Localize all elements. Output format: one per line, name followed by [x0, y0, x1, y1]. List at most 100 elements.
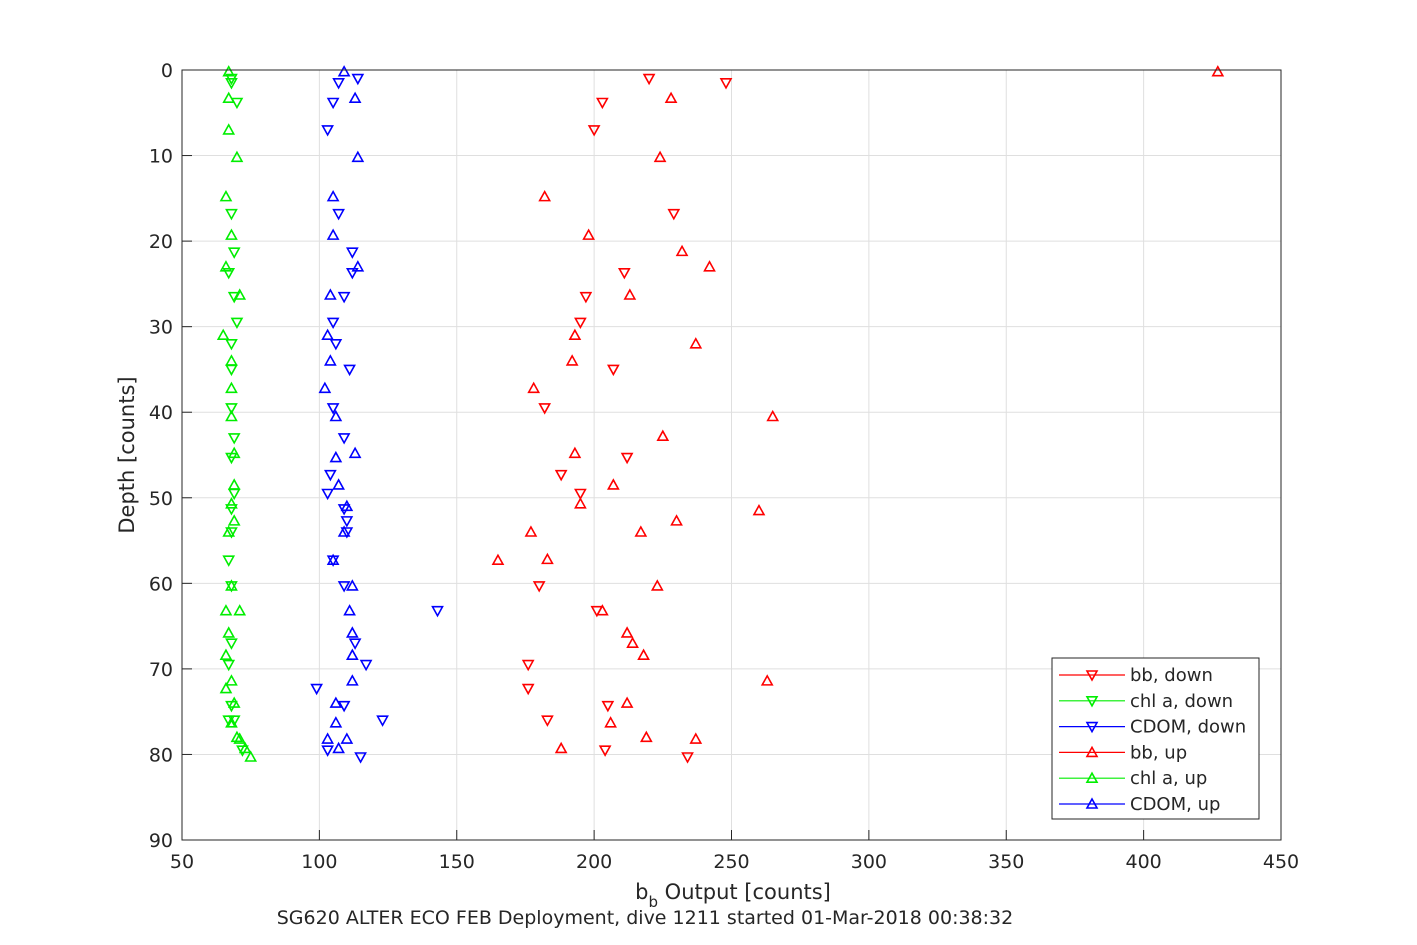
y-tick-label: 10: [149, 146, 173, 168]
data-point: [620, 626, 634, 638]
x-axis-label-main: b: [635, 880, 648, 904]
y-tick-label: 20: [149, 231, 173, 253]
data-point: [354, 752, 367, 764]
data-point: [337, 581, 351, 593]
x-tick-label: 350: [988, 851, 1024, 873]
y-tick-label: 80: [149, 744, 173, 766]
legend-label: CDOM, down: [1130, 717, 1246, 738]
y-tick-label: 90: [149, 830, 173, 852]
data-point: [326, 553, 340, 566]
data-point: [596, 97, 609, 110]
legend-marker: [1085, 721, 1099, 734]
axis-ticks: 50 100 150 200 250 300 350 400 450 0 10 20 30 40 50 60 7…: [149, 60, 1299, 873]
data-point: [321, 328, 334, 341]
data-point: [227, 478, 241, 490]
data-point: [329, 716, 343, 728]
x-tick-label: 250: [713, 851, 749, 873]
data-point: [324, 354, 337, 366]
data-point: [650, 579, 664, 591]
data-point: [219, 604, 233, 616]
data-point: [310, 683, 323, 696]
data-point: [620, 452, 634, 465]
data-point: [337, 291, 351, 304]
data-point: [321, 745, 334, 757]
data-point: [225, 579, 238, 591]
data-point: [230, 150, 244, 163]
data-point: [227, 446, 241, 459]
data-point: [351, 73, 365, 86]
data-point: [719, 78, 733, 90]
data-point: [348, 638, 362, 650]
x-tick-label: 150: [439, 851, 475, 873]
data-point: [321, 732, 334, 744]
data-point: [318, 381, 332, 394]
data-point: [554, 469, 568, 482]
data-point: [1211, 65, 1225, 77]
data-point: [703, 260, 716, 272]
data-point: [225, 381, 238, 394]
data-point: [568, 446, 582, 459]
legend: bb, down chl a, down CDOM, down bb, up chl a…: [1051, 657, 1260, 820]
data-point: [329, 409, 343, 422]
x-tick-label: 50: [170, 851, 194, 873]
data-point: [667, 208, 681, 221]
data-point: [332, 741, 345, 754]
data-point: [653, 150, 667, 163]
data-point: [606, 478, 620, 490]
x-axis-label-rest: Output [counts]: [658, 880, 831, 904]
y-tick-label: 60: [149, 573, 173, 595]
data-point: [222, 525, 236, 537]
data-point: [233, 288, 247, 300]
data-point: [574, 497, 587, 509]
x-tick-label: 400: [1125, 851, 1161, 873]
data-point: [596, 604, 609, 616]
data-point: [244, 750, 258, 762]
y-tick-label: 30: [149, 317, 173, 339]
data-point: [351, 150, 365, 163]
data-point: [626, 636, 639, 649]
data-point: [538, 403, 552, 415]
data-point: [345, 648, 359, 660]
data-point: [225, 497, 238, 509]
data-point: [219, 189, 233, 202]
data-point: [524, 525, 538, 537]
data-point: [321, 125, 334, 137]
data-point: [345, 267, 359, 280]
data-point: [642, 73, 656, 86]
data-point: [664, 91, 678, 104]
legend-marker: [1085, 696, 1099, 708]
data-points: [216, 65, 1225, 764]
legend-marker: [1085, 771, 1099, 783]
data-point: [233, 732, 247, 744]
data-point: [329, 450, 343, 463]
data-point: [617, 267, 631, 280]
data-point: [222, 65, 236, 77]
data-point: [225, 354, 238, 366]
y-axis-label: Depth [counts]: [115, 376, 139, 533]
data-point: [222, 555, 236, 567]
data-point: [532, 581, 546, 593]
data-point: [236, 745, 249, 757]
data-point: [574, 488, 587, 501]
data-point: [326, 189, 340, 202]
data-point: [491, 553, 505, 566]
data-point: [670, 514, 683, 526]
legend-label: chl a, up: [1130, 768, 1207, 789]
data-point: [227, 514, 241, 526]
legend-marker: [1085, 745, 1099, 758]
data-point: [752, 503, 766, 516]
data-point: [225, 409, 238, 422]
data-point: [521, 683, 535, 696]
data-point: [225, 674, 238, 686]
data-point: [766, 409, 780, 422]
data-point: [222, 267, 236, 280]
data-point: [656, 429, 670, 441]
data-point: [332, 78, 345, 90]
data-point: [326, 403, 340, 415]
data-point: [225, 78, 238, 90]
data-point: [620, 696, 634, 708]
data-point: [332, 208, 345, 221]
legend-label: CDOM, up: [1130, 794, 1220, 815]
data-point: [326, 97, 340, 110]
data-point: [222, 659, 236, 672]
